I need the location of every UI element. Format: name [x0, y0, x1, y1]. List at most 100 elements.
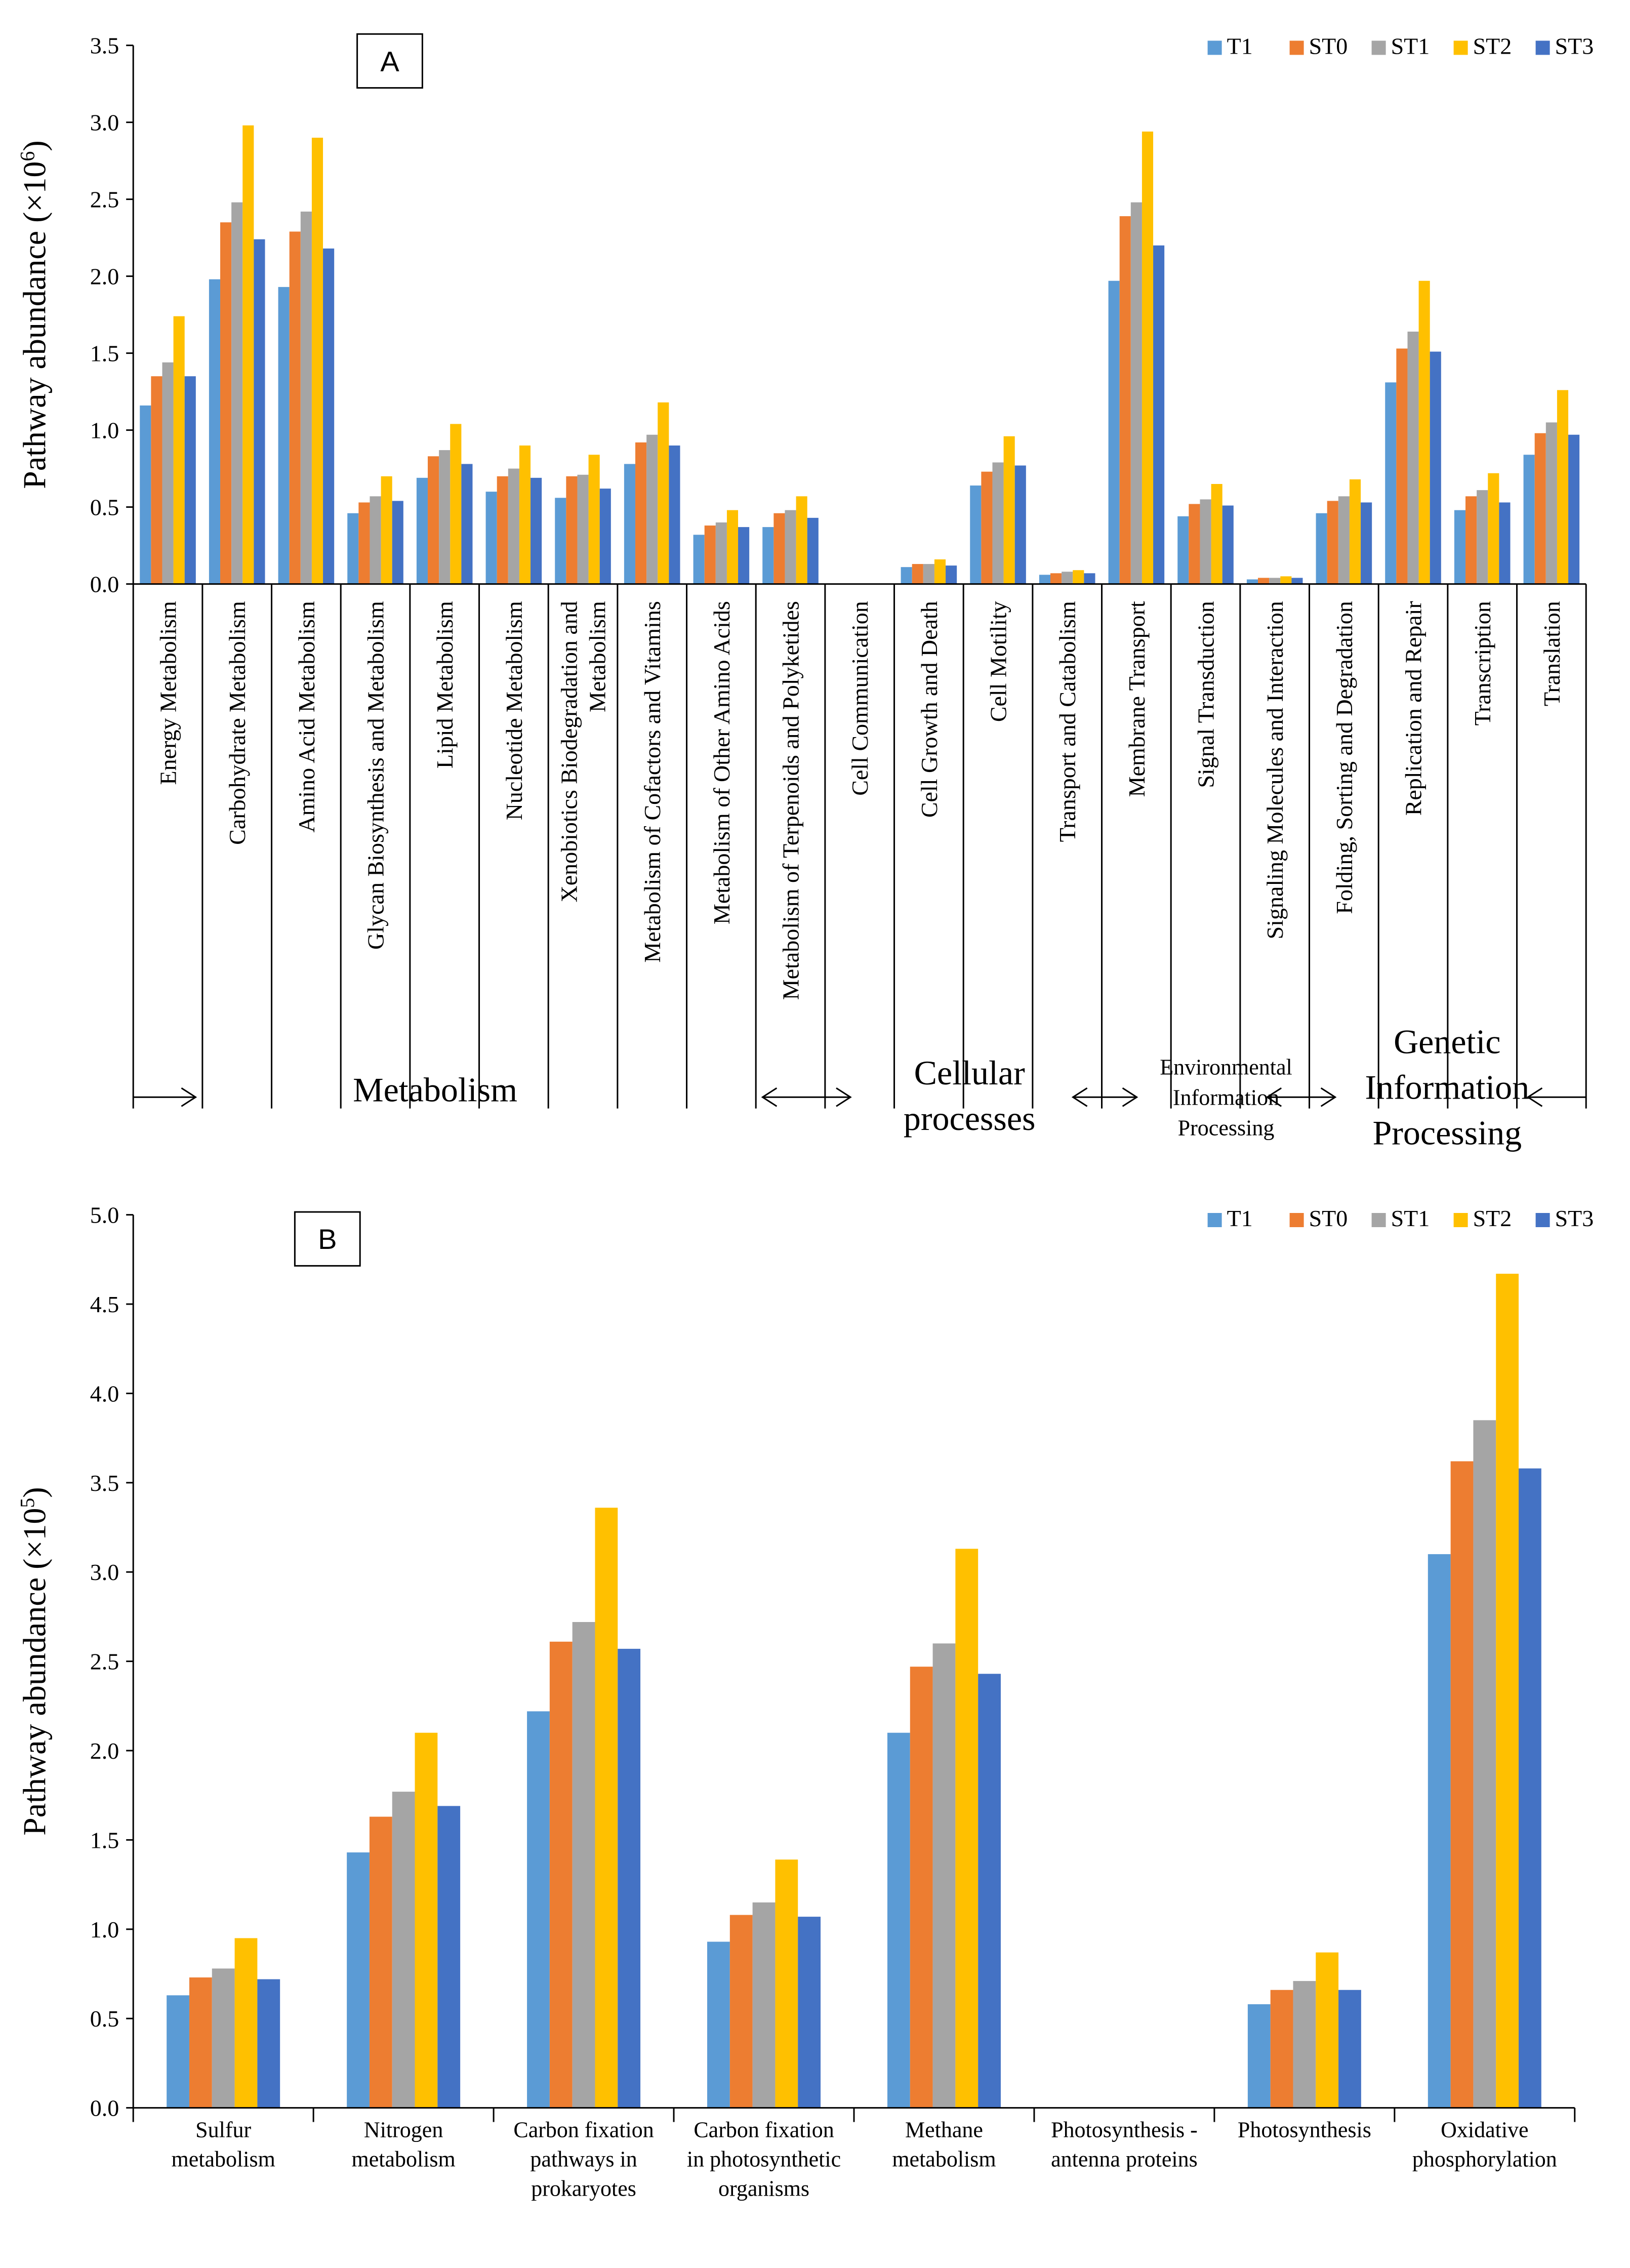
- bar-t1-2: [527, 1711, 550, 2108]
- legend-swatch-st2: [1453, 1213, 1468, 1227]
- bar-st2-12: [1003, 436, 1015, 584]
- panel-a-chart: 0.0 0.5 1.0 1.5 2.0 2.5 3.0 3.5 Pathway abundanc…: [17, 33, 1594, 1152]
- bar-st0-7: [635, 442, 647, 584]
- group-label: Processing: [1372, 1113, 1522, 1152]
- bar-t1-1: [209, 279, 221, 584]
- group-arrow-head: [1071, 1087, 1088, 1107]
- bar-st0-14: [1119, 216, 1131, 584]
- bar-st3-7: [1519, 1468, 1541, 2108]
- x-category-label: in photosynthetic: [687, 2147, 841, 2172]
- bar-st3-15: [1222, 505, 1234, 584]
- bar-st3-18: [1430, 351, 1441, 584]
- bar-st1-4: [439, 450, 451, 584]
- bar-st0-13: [1050, 573, 1062, 584]
- bar-t1-14: [1108, 280, 1120, 584]
- bar-t1-6: [555, 498, 566, 584]
- legend-swatch-t1: [1207, 1213, 1222, 1227]
- group-arrow-head: [181, 1087, 197, 1107]
- bar-st2-11: [934, 559, 946, 584]
- bar-t1-0: [167, 1995, 189, 2108]
- group-label: Environmental: [1160, 1055, 1292, 1079]
- y-tick-label: 5.0: [90, 1202, 119, 1228]
- legend-label-t1: T1: [1227, 1205, 1253, 1231]
- bar-st0-15: [1189, 504, 1200, 584]
- legend-label-st3: ST3: [1555, 1205, 1594, 1231]
- bar-st0-8: [704, 525, 716, 584]
- bar-st0-12: [981, 471, 993, 584]
- x-category-label: metabolism: [351, 2147, 455, 2172]
- panel-tag-box: [356, 33, 423, 89]
- bar-st0-3: [358, 502, 370, 584]
- bar-st3-7: [669, 446, 680, 584]
- bar-st2-1: [242, 125, 254, 584]
- bar-st3-5: [531, 477, 542, 584]
- y-axis-title-exponent: 5: [17, 1498, 39, 1508]
- bar-st1-1: [392, 1792, 415, 2108]
- bar-st3-6: [599, 489, 611, 584]
- x-category-label: Cell Motility: [986, 601, 1011, 722]
- group-arrow-head: [1526, 1087, 1543, 1107]
- bar-st1-3: [752, 1902, 776, 2108]
- x-category-label: metabolism: [892, 2147, 996, 2172]
- bar-st1-9: [785, 510, 796, 584]
- bar-t1-4: [887, 1732, 910, 2108]
- bar-st1-7: [1473, 1420, 1496, 2108]
- group-label: Information: [1173, 1085, 1279, 1110]
- bar-st2-3: [775, 1859, 798, 2108]
- bar-st1-1: [231, 202, 243, 584]
- bar-st3-9: [807, 517, 819, 584]
- legend-swatch-st1: [1371, 1213, 1386, 1227]
- x-category-label: Cell Growth and Death: [916, 601, 942, 818]
- x-category-label: Nitrogen: [364, 2118, 443, 2142]
- bar-st1-12: [992, 462, 1004, 584]
- legend-swatch-st0: [1289, 40, 1304, 55]
- y-tick-label: 0.0: [90, 2095, 119, 2121]
- y-axis-title-main: Pathway abundance (×10: [17, 161, 53, 489]
- y-tick-label: 3.0: [90, 110, 119, 136]
- bar-st3-19: [1499, 502, 1511, 584]
- group-arrow-head: [1320, 1087, 1337, 1107]
- x-category-label: Xenobiotics Biodegradation and: [556, 601, 582, 902]
- y-tick-label: 2.0: [90, 1738, 119, 1764]
- bar-st2-14: [1142, 131, 1154, 584]
- bar-st0-0: [189, 1977, 212, 2108]
- bar-t1-9: [762, 527, 774, 584]
- bar-st1-15: [1200, 499, 1211, 584]
- legend-label-st1: ST1: [1391, 33, 1430, 59]
- bar-st3-12: [1014, 465, 1026, 584]
- bar-t1-6: [1247, 2004, 1271, 2108]
- bar-t1-3: [707, 1941, 730, 2108]
- x-category-label: antenna proteins: [1051, 2147, 1198, 2172]
- x-category-label: prokaryotes: [531, 2176, 636, 2201]
- bar-st3-6: [1338, 1990, 1361, 2108]
- panel-tag-label: A: [380, 45, 399, 77]
- bar-st2-7: [658, 402, 669, 584]
- bar-st3-16: [1291, 578, 1303, 584]
- legend-label-st0: ST0: [1309, 33, 1348, 59]
- bar-st2-6: [588, 455, 600, 584]
- x-category-label: Signaling Molecules and Interaction: [1262, 601, 1288, 939]
- x-category-label: Photosynthesis: [1238, 2118, 1371, 2142]
- group-arrow-head: [836, 1087, 852, 1107]
- bar-st2-20: [1557, 390, 1569, 584]
- x-category-label: Amino Acid Metabolism: [294, 601, 319, 833]
- y-axis-title-exponent: 6: [17, 151, 39, 161]
- bar-st2-8: [726, 510, 739, 584]
- bar-st0-3: [729, 1915, 753, 2108]
- y-tick-label: 2.5: [90, 187, 119, 213]
- bar-st2-6: [1316, 1952, 1339, 2108]
- y-tick-label: 3.5: [90, 1470, 119, 1496]
- legend-label-st1: ST1: [1391, 1205, 1430, 1231]
- group-arrow-head: [1122, 1087, 1138, 1107]
- legend-swatch-st3: [1535, 40, 1550, 55]
- bar-st0-1: [220, 222, 232, 584]
- bar-st3-3: [392, 501, 403, 584]
- x-category-label: Methane: [905, 2118, 983, 2142]
- bar-st2-4: [955, 1549, 979, 2108]
- x-category-label: Transcription: [1470, 601, 1495, 725]
- x-category-label: Carbohydrate Metabolism: [224, 601, 250, 845]
- y-tick-label: 3.5: [90, 33, 119, 59]
- bar-st2-4: [450, 424, 462, 584]
- bar-st3-3: [798, 1917, 821, 2108]
